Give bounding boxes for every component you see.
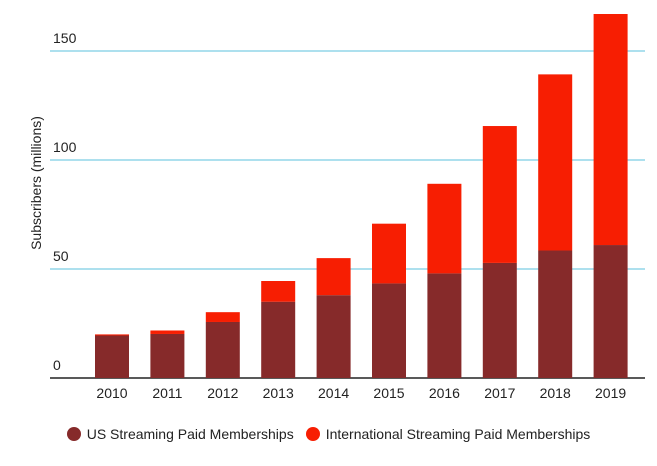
legend-label-us: US Streaming Paid Memberships (86, 426, 294, 442)
bar-international (150, 330, 185, 334)
bar-us (427, 273, 462, 378)
x-tick-label: 2016 (429, 385, 460, 401)
y-tick-label: 150 (53, 30, 77, 46)
bar-us (482, 262, 517, 378)
legend: US Streaming Paid Memberships Internatio… (0, 426, 657, 442)
bar-us (150, 333, 185, 378)
x-tick-label: 2011 (152, 385, 182, 401)
bar-us (593, 245, 628, 378)
legend-swatch-international (305, 427, 320, 441)
x-tick-label: 2014 (318, 385, 349, 401)
legend-label-international: International Streaming Paid Memberships (325, 426, 591, 442)
bar-international (95, 334, 129, 336)
bar-international (593, 14, 628, 246)
legend-item-us: US Streaming Paid Memberships (66, 426, 294, 442)
bar-international (316, 258, 351, 296)
y-tick-label: 100 (53, 139, 77, 155)
bar-us (261, 301, 296, 378)
bar-us (95, 335, 129, 378)
bar-us (372, 283, 406, 378)
x-tick-label: 2013 (263, 385, 294, 401)
bars (95, 14, 628, 378)
bar-international (427, 183, 462, 274)
bar-international (205, 312, 240, 322)
x-tick-label: 2019 (595, 385, 626, 401)
y-axis-ticks: 0 50 100 150 (53, 30, 77, 373)
y-tick-label: 50 (53, 248, 69, 264)
x-tick-label: 2010 (96, 385, 127, 401)
bar-us (205, 321, 240, 378)
x-tick-label: 2012 (207, 385, 238, 401)
x-tick-label: 2015 (373, 385, 404, 401)
bar-international (372, 223, 406, 284)
legend-item-international: International Streaming Paid Memberships (305, 426, 591, 442)
bar-us (538, 250, 573, 378)
legend-swatch-us (66, 427, 81, 441)
x-axis-ticks: 2010 2011 2012 2013 2014 2015 2016 2017 2018 2019 (96, 385, 626, 401)
y-axis-title: Subscribers (millions) (28, 116, 44, 250)
bar-us (316, 295, 351, 378)
bar-international (538, 74, 573, 251)
x-tick-label: 2017 (484, 385, 515, 401)
bar-international (261, 281, 296, 302)
x-tick-label: 2018 (540, 385, 571, 401)
bar-international (482, 126, 517, 263)
y-tick-label: 0 (53, 357, 61, 373)
